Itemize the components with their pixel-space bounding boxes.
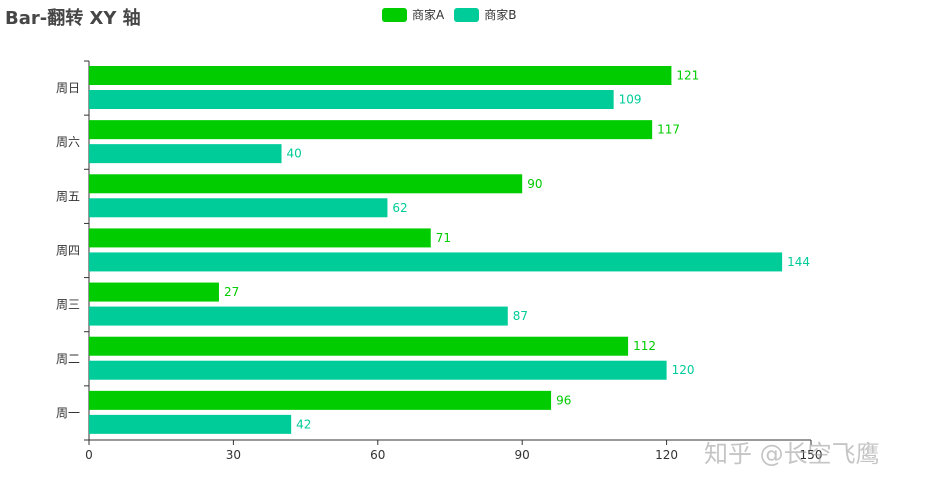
x-tick-label-0: 0 xyxy=(85,448,93,462)
bar-a-3 xyxy=(89,228,431,248)
y-tick-label-2: 周三 xyxy=(56,298,80,312)
bar-b-6 xyxy=(89,90,614,109)
legend-label-a: 商家A xyxy=(412,8,445,22)
legend-swatch-a xyxy=(382,7,407,22)
value-label-b-4: 62 xyxy=(392,201,407,215)
chart-title: Bar-翻转 XY 轴 xyxy=(5,8,141,29)
value-label-a-1: 112 xyxy=(633,339,656,353)
bar-a-1 xyxy=(89,336,629,356)
legend: 商家A 商家B xyxy=(382,6,516,23)
bar-a-6 xyxy=(89,66,672,85)
bar-b-2 xyxy=(89,306,508,326)
value-label-a-6: 121 xyxy=(676,69,699,83)
value-label-b-2: 87 xyxy=(513,309,528,323)
value-label-b-0: 42 xyxy=(296,417,311,431)
y-tick-label-1: 周二 xyxy=(56,352,80,366)
bar-b-1 xyxy=(89,360,667,380)
value-label-b-6: 109 xyxy=(619,93,642,107)
y-tick-label-0: 周一 xyxy=(56,406,80,420)
x-tick-label-1: 30 xyxy=(226,448,241,462)
bar-a-0 xyxy=(89,390,552,410)
value-label-a-0: 96 xyxy=(556,393,571,407)
value-label-a-2: 27 xyxy=(224,285,239,299)
y-tick-label-3: 周四 xyxy=(56,244,80,258)
value-label-a-5: 117 xyxy=(657,123,680,137)
legend-label-b: 商家B xyxy=(484,8,517,22)
bar-a-4 xyxy=(89,174,523,194)
x-tick-label-4: 120 xyxy=(655,448,678,462)
value-label-b-5: 40 xyxy=(287,147,302,161)
y-tick-label-6: 周日 xyxy=(56,81,80,95)
legend-item-a[interactable]: 商家A xyxy=(382,6,444,23)
x-tick-label-2: 60 xyxy=(370,448,385,462)
value-label-a-3: 71 xyxy=(436,231,451,245)
bar-a-5 xyxy=(89,120,653,140)
watermark: 知乎 @长空飞鹰 xyxy=(704,440,880,468)
x-tick-label-5: 150 xyxy=(800,448,823,462)
y-tick-label-5: 周六 xyxy=(56,135,80,149)
bar-b-5 xyxy=(89,144,282,164)
x-tick-label-3: 90 xyxy=(515,448,530,462)
bar-a-2 xyxy=(89,282,219,302)
value-label-a-4: 90 xyxy=(527,177,542,191)
y-tick-label-4: 周五 xyxy=(56,189,80,203)
bar-b-0 xyxy=(89,414,292,434)
bar-b-4 xyxy=(89,198,388,218)
bar-b-3 xyxy=(89,252,783,272)
value-label-b-3: 144 xyxy=(787,255,810,269)
legend-item-b[interactable]: 商家B xyxy=(454,6,516,23)
legend-swatch-b xyxy=(454,7,480,22)
value-label-b-1: 120 xyxy=(672,363,695,377)
